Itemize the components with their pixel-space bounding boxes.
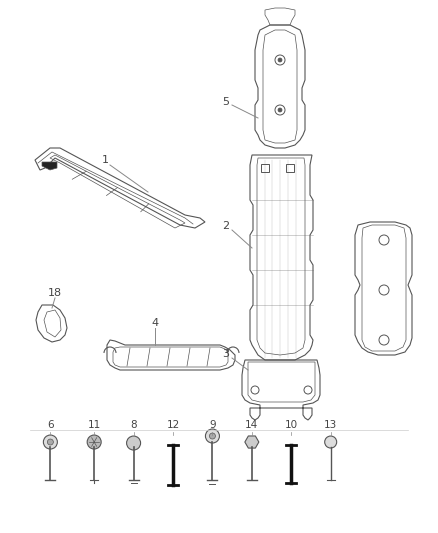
- Text: 4: 4: [152, 318, 159, 328]
- Circle shape: [278, 108, 282, 112]
- Circle shape: [278, 58, 282, 62]
- Text: 13: 13: [324, 420, 337, 430]
- Circle shape: [325, 436, 337, 448]
- Text: 18: 18: [48, 288, 62, 298]
- Text: 5: 5: [223, 97, 230, 107]
- Polygon shape: [42, 162, 57, 170]
- Circle shape: [205, 429, 219, 443]
- Text: 1: 1: [102, 155, 109, 165]
- Text: 2: 2: [223, 221, 230, 231]
- Text: 3: 3: [223, 349, 230, 359]
- Circle shape: [43, 435, 57, 449]
- Polygon shape: [245, 436, 259, 448]
- Text: 10: 10: [285, 420, 298, 430]
- Circle shape: [47, 439, 53, 445]
- Text: 12: 12: [166, 420, 180, 430]
- Text: 9: 9: [209, 420, 216, 430]
- Circle shape: [209, 433, 215, 439]
- Text: 8: 8: [130, 420, 137, 430]
- Text: 6: 6: [47, 420, 54, 430]
- Circle shape: [87, 435, 101, 449]
- Circle shape: [127, 436, 141, 450]
- Text: 11: 11: [88, 420, 101, 430]
- Text: 14: 14: [245, 420, 258, 430]
